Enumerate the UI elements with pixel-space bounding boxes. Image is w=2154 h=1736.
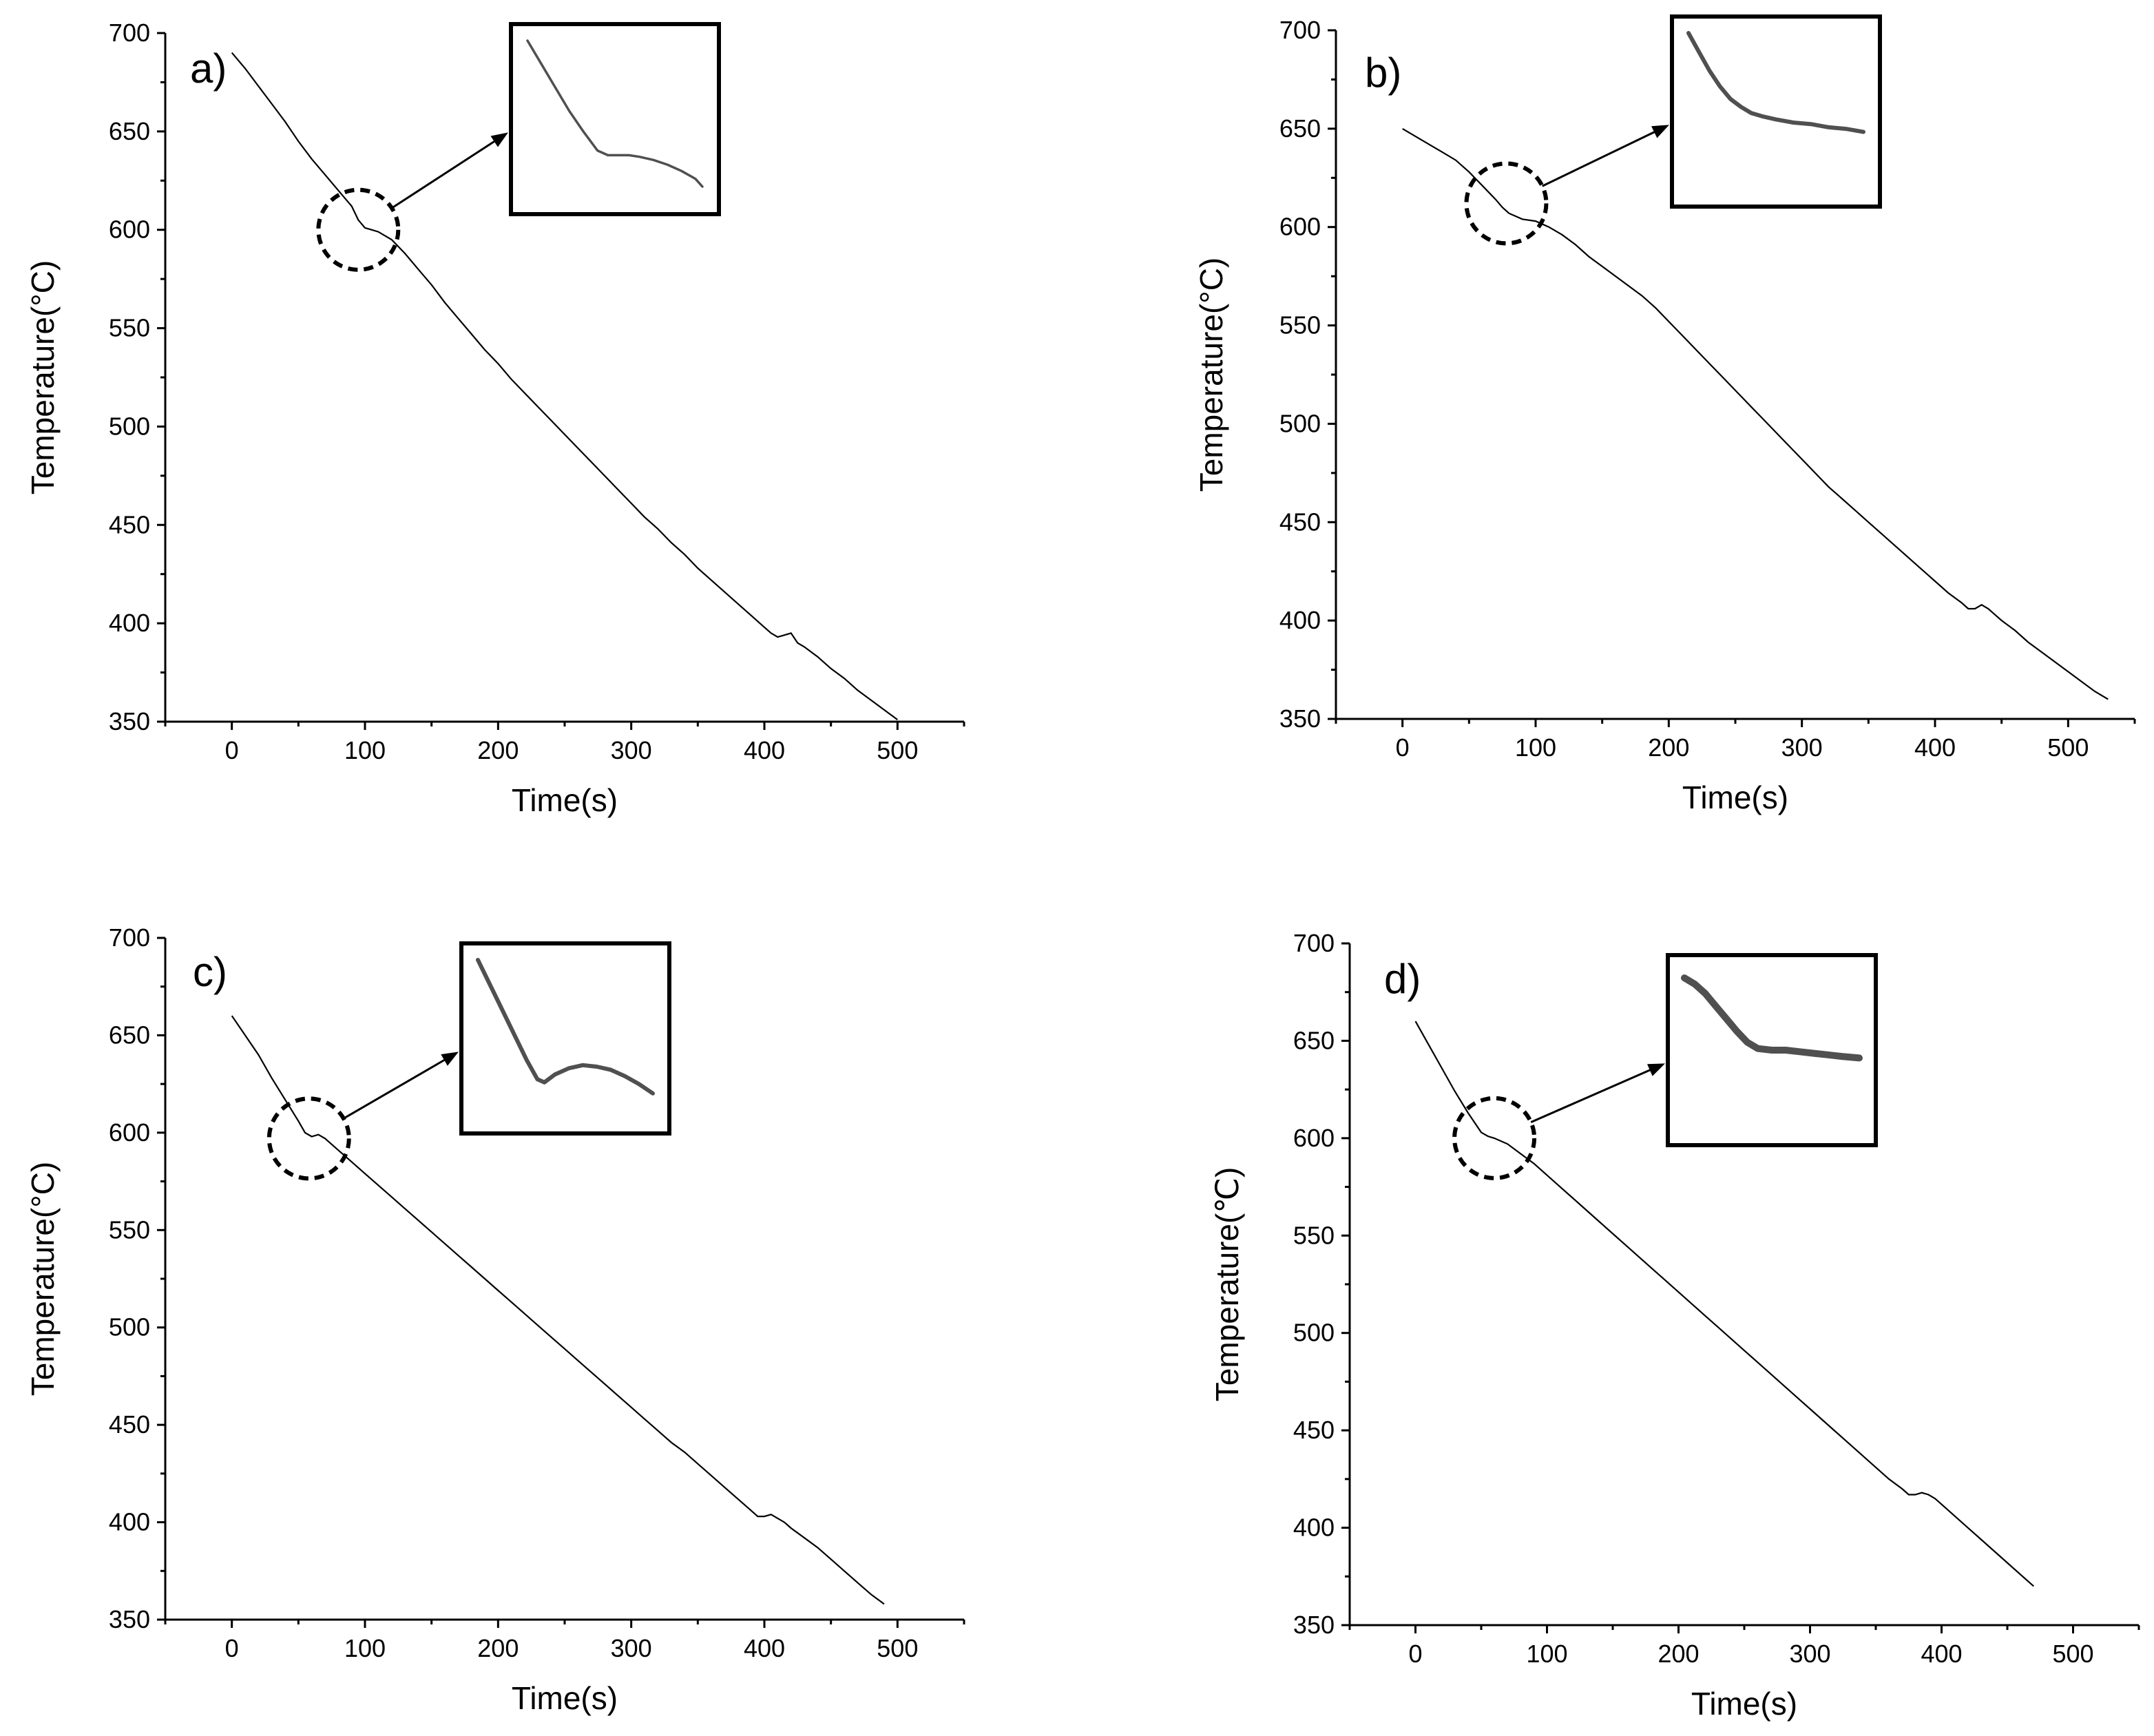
y-axis-title: Temperature(°C): [25, 1162, 61, 1397]
y-tick-label: 550: [109, 314, 150, 342]
y-tick-label: 600: [109, 1118, 150, 1147]
x-tick-label: 200: [1658, 1640, 1699, 1668]
y-tick-label: 500: [109, 412, 150, 440]
inset-curve: [526, 39, 704, 188]
x-tick-label: 300: [611, 1634, 652, 1662]
y-tick-label: 350: [109, 707, 150, 735]
panel-label: a): [190, 45, 227, 92]
y-tick-label: 400: [1293, 1514, 1335, 1542]
y-tick-label: 600: [109, 216, 150, 244]
x-tick-label: 0: [1408, 1640, 1422, 1668]
chart-panel-d: 350 400 450 500 550 600 650 700 0 100 200 300 400 500…: [1209, 929, 2140, 1722]
x-tick-label: 400: [744, 736, 785, 764]
x-tick-label: 0: [225, 736, 239, 764]
x-tick-label: 300: [1781, 733, 1823, 762]
zoom-arrow-head: [490, 132, 508, 147]
panel-label: d): [1384, 956, 1421, 1002]
x-tick-label: 100: [344, 1634, 386, 1662]
x-tick-label: 100: [344, 736, 386, 764]
x-axis-title: Time(s): [1682, 780, 1788, 815]
zoom-arrow: [1530, 1068, 1652, 1123]
chart-panel-b: 350 400 450 500 550 600 650 700 0 100 200 300 400 500…: [1193, 14, 2136, 815]
inset-curve: [1686, 31, 1865, 134]
series-line: [1414, 1021, 2034, 1587]
y-tick-label: 400: [109, 1508, 150, 1536]
y-tick-label: 700: [109, 923, 150, 952]
x-tick-label: 200: [477, 1634, 519, 1662]
y-tick-label: 350: [1279, 704, 1321, 733]
y-tick-label: 550: [1279, 311, 1321, 339]
x-tick-label: 500: [877, 736, 918, 764]
y-axis-title: Temperature(℃): [1209, 1167, 1245, 1402]
y-tick-label: 400: [1279, 606, 1321, 634]
zoom-highlight-circle: [316, 187, 401, 272]
zoom-arrow-head: [1651, 125, 1669, 138]
y-tick-label: 650: [1293, 1026, 1335, 1054]
y-tick-label: 600: [1279, 213, 1321, 241]
y-axis-title: Temperature(°C): [25, 260, 61, 495]
inset-box: [509, 22, 721, 216]
zoom-arrow: [343, 1058, 446, 1120]
x-tick-label: 0: [225, 1634, 239, 1662]
inset-curve: [1681, 974, 1863, 1062]
y-tick-label: 450: [109, 1410, 150, 1439]
zoom-arrow: [391, 140, 496, 209]
y-tick-label: 550: [109, 1215, 150, 1244]
x-axis-title: Time(s): [512, 782, 618, 818]
y-tick-label: 400: [109, 609, 150, 637]
series-line: [1402, 127, 2109, 700]
y-tick-label: 450: [1279, 508, 1321, 536]
series-line: [231, 52, 898, 720]
inset-curve: [476, 958, 655, 1096]
panel-label: b): [1365, 50, 1401, 96]
y-tick-label: 700: [109, 19, 150, 47]
series-line: [231, 1015, 885, 1605]
y-tick-label: 500: [1279, 409, 1321, 437]
y-tick-label: 700: [1279, 16, 1321, 44]
x-tick-label: 300: [1789, 1640, 1830, 1668]
zoom-highlight-circle: [1464, 161, 1549, 246]
zoom-highlight-circle: [1452, 1096, 1537, 1180]
x-tick-label: 0: [1396, 733, 1410, 762]
panel-label: c): [193, 949, 227, 995]
x-tick-label: 500: [2052, 1640, 2093, 1668]
y-axis-title: Temperature(°C): [1193, 258, 1229, 492]
y-tick-label: 650: [109, 1021, 150, 1049]
x-tick-label: 500: [2047, 733, 2089, 762]
y-tick-label: 500: [109, 1313, 150, 1341]
x-axis-title: Time(s): [512, 1680, 618, 1716]
y-tick-label: 650: [1279, 114, 1321, 143]
inset-box: [459, 941, 671, 1136]
y-tick-label: 450: [1293, 1416, 1335, 1444]
x-tick-label: 200: [477, 736, 519, 764]
y-tick-label: 500: [1293, 1319, 1335, 1347]
y-tick-label: 350: [1293, 1611, 1335, 1639]
zoom-highlight-circle: [266, 1096, 351, 1181]
x-axis-title: Time(s): [1691, 1686, 1797, 1722]
y-tick-label: 450: [109, 510, 150, 538]
zoom-arrow: [1542, 130, 1656, 187]
zoom-arrow-head: [1647, 1063, 1665, 1076]
chart-panel-a: 350 400 450 500 550 600 650 700 0 100 200 300 400 500…: [25, 19, 965, 818]
x-tick-label: 100: [1526, 1640, 1567, 1668]
y-tick-label: 350: [109, 1605, 150, 1633]
x-tick-label: 100: [1515, 733, 1556, 762]
x-tick-label: 200: [1648, 733, 1689, 762]
y-tick-label: 600: [1293, 1124, 1335, 1152]
x-tick-label: 400: [1914, 733, 1956, 762]
zoom-arrow-head: [441, 1052, 459, 1066]
x-tick-label: 500: [877, 1634, 918, 1662]
y-tick-label: 700: [1293, 929, 1335, 957]
y-tick-label: 550: [1293, 1221, 1335, 1249]
x-tick-label: 400: [744, 1634, 785, 1662]
x-tick-label: 300: [611, 736, 652, 764]
y-tick-label: 650: [109, 117, 150, 145]
inset-box: [1670, 14, 1882, 209]
chart-panel-c: 350 400 450 500 550 600 650 700 0 100 200 300 400 500…: [25, 923, 965, 1716]
x-tick-label: 400: [1921, 1640, 1962, 1668]
